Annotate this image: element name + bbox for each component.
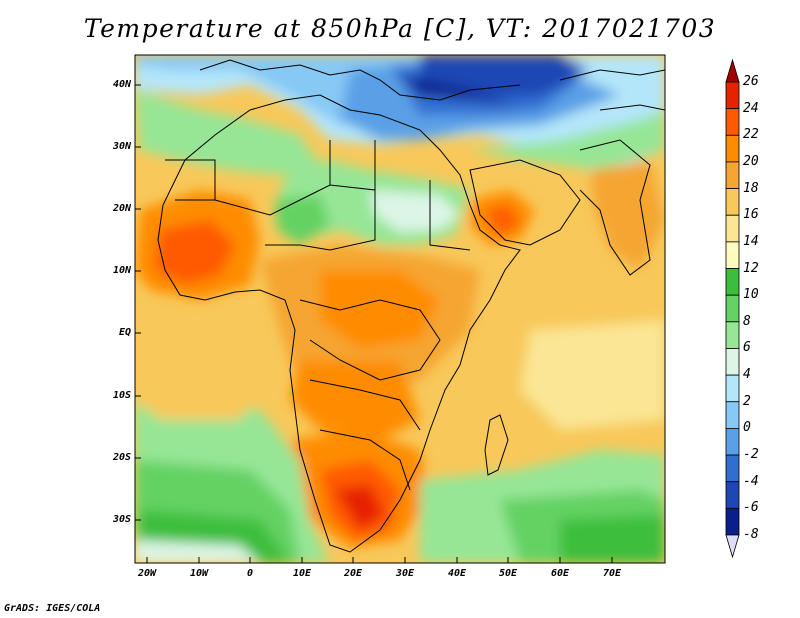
colorbar-swatch [725, 134, 740, 163]
footer-credit: GrADS: IGES/COLA [4, 603, 101, 614]
colorbar-swatch [725, 454, 740, 483]
colorbar-label: 22 [743, 127, 759, 143]
colorbar-swatch [725, 214, 740, 243]
colorbar-label: 24 [743, 100, 759, 116]
colorbar-label: 8 [743, 313, 751, 329]
colorbar-swatch [725, 161, 740, 189]
lat-label-20n: 20N [112, 203, 131, 214]
axis-ticks [135, 84, 613, 563]
colorbar-label: 4 [743, 367, 751, 383]
map-title: Temperature at 850hPa [C], VT: 201702170… [83, 14, 717, 43]
lon-label-40e: 40E [447, 568, 467, 579]
lat-label-30s: 30S [112, 514, 131, 525]
lon-label-50e: 50E [498, 568, 518, 579]
colorbar-label: 2 [743, 393, 751, 409]
lon-label-20w: 20W [137, 568, 157, 579]
colorbar-swatch [725, 241, 740, 269]
colorbar-label: 12 [743, 260, 759, 276]
colorbar-label: 0 [743, 420, 751, 436]
lat-label-40n: 40N [112, 79, 131, 90]
lon-label-30e: 30E [395, 568, 415, 579]
colorbar-swatch [725, 401, 740, 429]
lon-label-0: 0 [246, 568, 254, 579]
colorbar-label: 10 [743, 287, 759, 303]
lon-label-20e: 20E [343, 568, 363, 579]
colorbar-swatch [725, 507, 740, 536]
lon-label-10w: 10W [189, 568, 209, 579]
lon-label-70e: 70E [602, 568, 622, 579]
lat-label-eq: EQ [118, 327, 131, 338]
lon-label-60e: 60E [550, 568, 570, 579]
colorbar-label: 18 [743, 180, 759, 196]
temperature-field [135, 55, 665, 563]
colorbar-label: 6 [743, 340, 751, 356]
lat-label-10s: 10S [112, 390, 131, 401]
coastlines [157, 59, 665, 553]
colorbar-label: 16 [743, 207, 759, 223]
colorbar-swatch [725, 374, 740, 403]
colorbar-label: -8 [743, 527, 759, 542]
colorbar-top-triangle [725, 58, 740, 83]
lat-label-30n: 30N [112, 141, 131, 152]
lat-label-20s: 20S [112, 452, 131, 463]
colorbar-swatch [725, 81, 740, 110]
colorbar-swatch [725, 294, 740, 323]
colorbar-label: -4 [743, 473, 759, 489]
colorbar-swatch [725, 108, 740, 136]
colorbar [725, 58, 740, 559]
colorbar-label: -2 [743, 447, 759, 463]
colorbar-label: 26 [743, 74, 759, 89]
colorbar-swatch [725, 428, 740, 456]
plot-border [134, 54, 666, 564]
colorbar-swatch [725, 348, 740, 376]
colorbar-swatch [725, 321, 740, 349]
colorbar-label: 14 [743, 233, 759, 249]
colorbar-bottom-triangle [725, 534, 740, 559]
colorbar-swatch [725, 481, 740, 509]
colorbar-swatch [725, 188, 740, 216]
lon-label-10e: 10E [292, 568, 312, 579]
colorbar-label: 20 [743, 153, 759, 169]
lat-label-10n: 10N [112, 265, 131, 276]
colorbar-label: -6 [743, 500, 759, 516]
colorbar-swatch [725, 268, 740, 296]
